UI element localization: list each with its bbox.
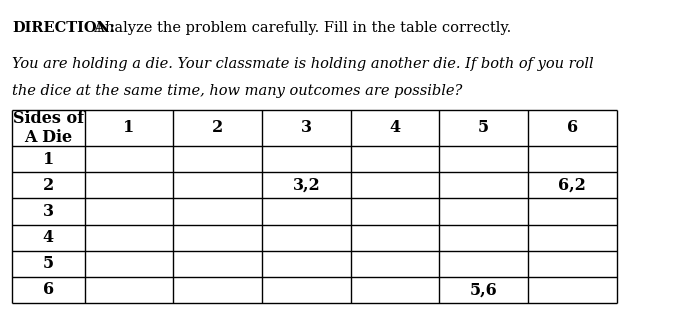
Text: Analyze the problem carefully. Fill in the table correctly.: Analyze the problem carefully. Fill in t… <box>85 21 512 35</box>
Text: 1: 1 <box>123 120 135 136</box>
Text: 3: 3 <box>43 203 54 220</box>
Text: DIRECTION:: DIRECTION: <box>12 21 115 35</box>
Text: 2: 2 <box>43 177 54 194</box>
Text: Sides of
A Die: Sides of A Die <box>13 110 84 146</box>
Text: 6: 6 <box>43 281 54 298</box>
Text: 1: 1 <box>43 151 54 168</box>
Text: 5: 5 <box>478 120 489 136</box>
Text: You are holding a die. Your classmate is holding another die. If both of you rol: You are holding a die. Your classmate is… <box>12 57 594 71</box>
Text: the dice at the same time, how many outcomes are possible?: the dice at the same time, how many outc… <box>12 84 462 98</box>
Text: 4: 4 <box>43 229 54 246</box>
Text: 3,2: 3,2 <box>292 177 320 194</box>
Text: 4: 4 <box>389 120 401 136</box>
Text: 6,2: 6,2 <box>559 177 586 194</box>
Text: 2: 2 <box>212 120 223 136</box>
Text: 3: 3 <box>301 120 312 136</box>
Text: 5,6: 5,6 <box>470 281 498 298</box>
Text: 5: 5 <box>43 255 54 272</box>
Text: 6: 6 <box>567 120 578 136</box>
